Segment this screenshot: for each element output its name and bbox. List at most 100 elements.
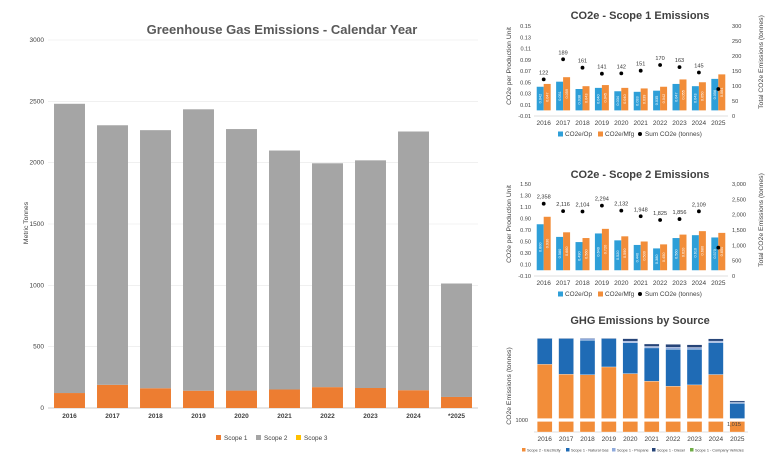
s2-sum-label: 2,132 [614,202,628,208]
scope2-y2-ticks: 0 500 1,000 1,500 2,000 2,500 3,000 [732,182,746,280]
main-bar-scope-2 [226,129,257,391]
s1-bar-value-label: 0.042 [662,94,666,104]
s1-x-tick-label: 2025 [711,120,726,127]
s1-y-tick-label: 0.09 [520,58,531,64]
main-x-tick-label: *2025 [448,413,465,420]
s1-y2-tick-label: 100 [732,84,741,90]
s2-bar-co2e-op [633,244,641,271]
main-legend-label: Scope 1 [224,435,248,442]
s1-sum-label: 145 [694,64,703,70]
s2-bar-value-label: 0.640 [597,247,601,257]
s2-y2-tick-label: 2,000 [732,213,746,219]
main-y-tick-label: 2000 [30,160,45,167]
s2-bar-co2e-mfg [698,231,706,271]
source-bar-scope-1-diesel [644,343,660,347]
scope1-legend: CO2e/Op CO2e/Mfg Sum CO2e (tonnes) [558,131,702,138]
s2-sum-label: 2,109 [692,202,706,208]
s1-bar-co2e-mfg [621,87,629,111]
s2-bar-co2e-mfg [563,232,571,271]
s2-sum-label: 2,358 [537,195,551,201]
main-bar-scope-2 [269,150,300,390]
main-legend-swatch [216,435,221,440]
main-y-tick-label: 1500 [30,221,45,228]
main-bar-scope-1 [226,390,257,408]
s1-y-tick-label: 0.05 [520,80,531,86]
main-y-ticks: 0 500 1000 1500 2000 2500 3000 [30,37,45,412]
s2-bar-co2e-op [536,224,544,271]
s1-y2-tick-label: 250 [732,39,741,45]
s1-bar-co2e-op [536,86,544,111]
s1-bar-value-label: 0.056 [713,90,717,100]
s2-sum-point [561,209,565,214]
source-axis-break [532,418,750,422]
scope1-y2-ticks: 0 50 100 150 200 250 300 [732,24,741,120]
s1-sum-point [716,87,721,91]
source-bar-scope-2-electricity [708,374,724,433]
s1-y-tick-label: 0.15 [520,24,531,30]
s1-bar-co2e-op [594,87,602,111]
s2-y-tick-label: 0.70 [520,228,531,234]
main-bar-scope-2 [183,109,214,391]
s2-x-tick-label: 2021 [633,280,648,287]
s2-x-tick-label: 2024 [692,280,707,287]
main-y-axis-label: Metric Tonnes [23,201,30,244]
source-bar-scope-1-propane [686,347,703,350]
s2-sum-point [541,201,546,206]
s1-sum-label: 142 [617,64,626,70]
scope1-y-axis-label: CO2e per Production Unit [506,27,513,105]
source-bar-scope-1-propane [622,340,638,343]
s1-sum-label: 170 [655,56,664,62]
s1-y-tick-label: 0.13 [520,35,531,41]
scope2-emissions-chart: CO2e - Scope 2 Emissions CO2e per Produc… [506,169,765,298]
s2-bar-value-label: 0.620 [681,248,685,258]
s2-bar-co2e-mfg [543,216,551,271]
s2-sum-label: 1,825 [653,211,667,217]
s1-bar-value-label: 0.034 [616,96,620,106]
s1-sum-label: 189 [558,50,567,56]
source-bar-scope-1-natural-gas [708,342,724,375]
source-legend-swatch [690,448,694,452]
s2-bar-co2e-op [672,238,680,271]
source-bar-scope-2-electricity [579,374,596,433]
s2-x-tick-label: 2020 [614,280,629,287]
s1-x-tick-label: 2018 [575,120,590,127]
source-x-tick-label: 2025 [730,436,745,443]
main-bar-scope-1 [269,389,300,408]
main-bar-scope-1 [398,390,429,408]
source-legend-label: Scope 1 - Company Vehicles [695,449,744,453]
main-bar-scope-1 [441,396,472,408]
s1-bar-value-label: 0.043 [694,94,698,104]
s1-bar-co2e-op [691,86,699,111]
main-x-tick-label: 2020 [234,413,249,420]
s2-y2-tick-label: 3,000 [732,182,746,188]
source-x-tick-label: 2016 [537,436,552,443]
s2-bar-co2e-op [575,242,583,271]
source-legend-label: Scope 1 - Diesel [657,449,685,453]
s2-sum-point [638,214,643,219]
s1-x-tick-label: 2022 [653,120,668,127]
source-bar-scope-1-diesel [708,338,724,342]
s2-sum-point [716,245,721,250]
scope1-emissions-chart: CO2e - Scope 1 Emissions CO2e per Produc… [506,10,765,138]
s2-bar-value-label: 0.380 [655,255,659,265]
s1-sum-point [658,63,662,67]
s1-bar-co2e-op [575,89,583,111]
s2-x-tick-label: 2022 [653,280,668,287]
source-bar-scope-2-electricity [686,384,703,433]
s2-legend-label: Sum CO2e (tonnes) [645,291,702,298]
source-emissions-chart: GHG Emissions by Source CO2e Emissions (… [506,315,750,453]
s2-bar-value-label: 0.520 [616,251,620,261]
s2-bar-value-label: 0.450 [662,253,666,263]
s1-bar-co2e-op [556,81,564,111]
s2-sum-label: 1,856 [673,210,687,216]
source-bar-scope-1-diesel [622,338,638,342]
s2-x-tick-label: 2018 [575,280,590,287]
scope1-sum-points: 122 189 161 141 142 151 170 163 145 [539,50,721,91]
s2-y-tick-label: 1.50 [520,182,531,188]
s1-bar-co2e-mfg [640,88,648,111]
source-legend: Scope 2 - Electricity Scope 1 - Natural G… [522,448,744,453]
scope1-chart-title: CO2e - Scope 1 Emissions [571,10,710,22]
s2-bar-value-label: 0.800 [539,242,543,252]
s1-bar-co2e-mfg [563,77,571,111]
main-bar-scope-1 [140,388,171,408]
